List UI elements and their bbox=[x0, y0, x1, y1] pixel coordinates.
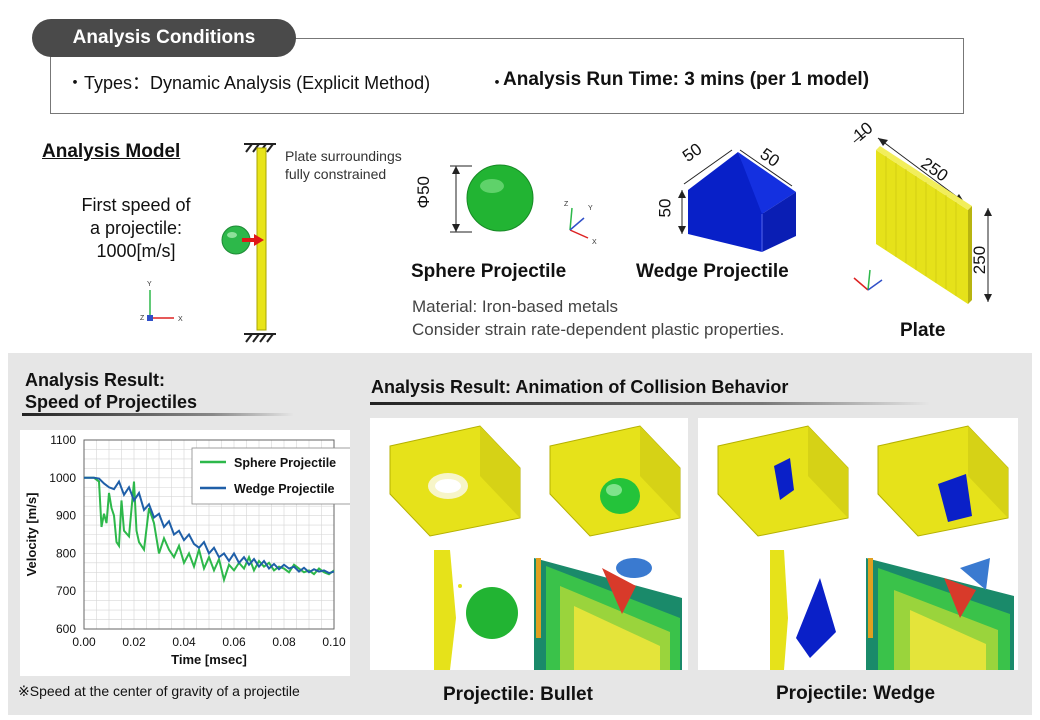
svg-text:Y: Y bbox=[588, 205, 593, 212]
sphere-projectile-figure bbox=[450, 164, 534, 233]
y-tick-label: 900 bbox=[56, 509, 76, 523]
plate-height-dim: 250 bbox=[970, 245, 990, 275]
analysis-model-title: Analysis Model bbox=[42, 141, 181, 162]
wedge-projectile-figure bbox=[678, 149, 796, 252]
wedge-caption: Projectile: Wedge bbox=[776, 683, 936, 704]
runtime-text: Analysis Run Time: 3 mins (per 1 model) bbox=[503, 69, 870, 90]
y-tick-label: 700 bbox=[56, 584, 76, 598]
svg-text:Y: Y bbox=[147, 281, 152, 288]
bullet-caption: Projectile: Bullet bbox=[443, 684, 593, 705]
types-text: ・Types：Dynamic Analysis (Explicit Method… bbox=[66, 73, 431, 93]
bullet-animation-frames bbox=[370, 418, 688, 670]
svg-text:Z: Z bbox=[564, 201, 569, 208]
sphere-dimension: Φ50 bbox=[414, 176, 433, 209]
axis-triad-sphere: Z Y X bbox=[564, 201, 597, 246]
svg-text:X: X bbox=[592, 239, 597, 246]
series-line-wedge bbox=[84, 476, 335, 575]
y-tick-label: 600 bbox=[56, 622, 76, 636]
velocity-chart: 600 700 800 900 1000 1100 0.00 0.02 0.04 0.06 0.08… bbox=[24, 433, 350, 667]
constraint-note: Plate surroundings fully constrained bbox=[285, 148, 402, 182]
x-tick-label: 0.06 bbox=[222, 635, 246, 649]
legend-label: Sphere Projectile bbox=[234, 456, 336, 470]
conditions-tab: Analysis Conditions bbox=[32, 19, 296, 57]
x-tick-label: 0.10 bbox=[322, 635, 346, 649]
plate-label: Plate bbox=[900, 320, 946, 341]
wedge-animation-frames bbox=[698, 418, 1018, 670]
material-text: Material: Iron-based metals Consider str… bbox=[412, 297, 785, 339]
x-tick-label: 0.00 bbox=[72, 635, 96, 649]
first-speed-text: First speed of a projectile: 1000[m/s] bbox=[81, 195, 191, 261]
wedge-dimension-c: 50 bbox=[655, 198, 675, 218]
svg-text:X: X bbox=[178, 316, 183, 323]
legend-label: Wedge Projectile bbox=[234, 482, 335, 496]
speed-note: ※Speed at the center of gravity of a pro… bbox=[18, 683, 300, 699]
plot-border bbox=[83, 439, 335, 630]
x-tick-label: 0.04 bbox=[172, 635, 196, 649]
animation-result-title: Analysis Result: Animation of Collision … bbox=[371, 377, 789, 397]
sphere-projectile-label: Sphere Projectile bbox=[411, 261, 567, 282]
runtime-bullet: ・ bbox=[488, 73, 506, 93]
animation-title-underline bbox=[370, 402, 930, 405]
y-axis-label: Velocity [m/s] bbox=[24, 493, 39, 577]
y-tick-label: 800 bbox=[56, 546, 76, 560]
x-tick-label: 0.02 bbox=[122, 635, 146, 649]
y-tick-label: 1000 bbox=[49, 471, 76, 485]
y-tick-label: 1100 bbox=[50, 433, 76, 447]
x-axis-label: Time [msec] bbox=[171, 652, 247, 667]
speed-title-underline bbox=[22, 413, 294, 416]
axis-triad-model: Y Z X bbox=[140, 281, 183, 323]
speed-result-title: Analysis Result: Speed of Projectiles bbox=[25, 370, 198, 412]
x-tick-label: 0.08 bbox=[272, 635, 296, 649]
wedge-projectile-label: Wedge Projectile bbox=[636, 261, 789, 282]
series-line-sphere bbox=[84, 476, 335, 584]
plate-side-view bbox=[221, 143, 276, 343]
legend-box bbox=[191, 447, 350, 505]
plate-figure bbox=[853, 131, 992, 304]
svg-text:Z: Z bbox=[140, 315, 145, 322]
